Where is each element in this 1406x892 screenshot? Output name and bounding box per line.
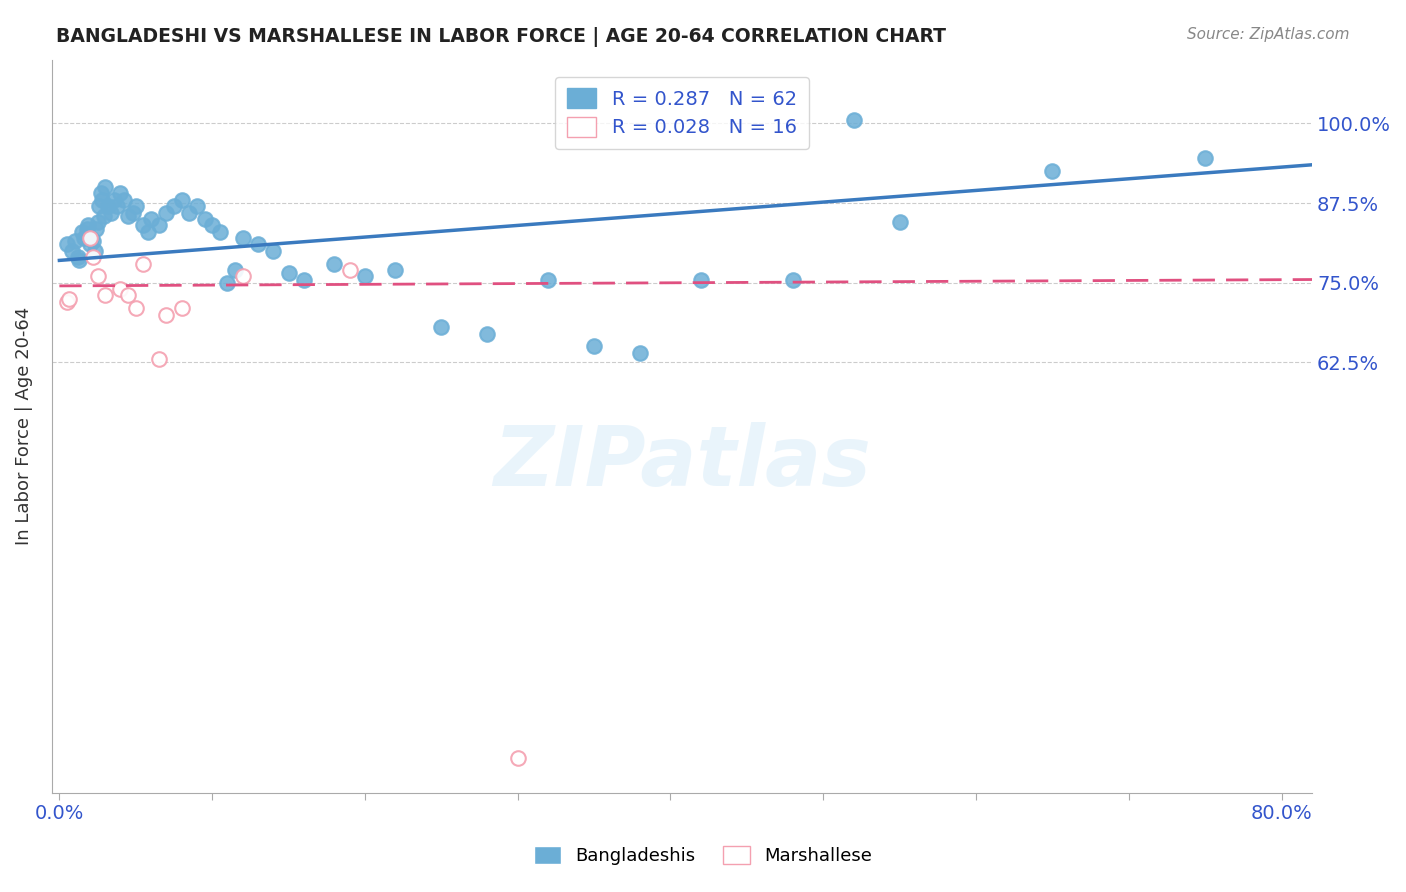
Point <box>97 199 120 213</box>
Point <box>506 750 529 764</box>
Point <box>67 253 90 268</box>
Point <box>628 346 651 360</box>
Point <box>155 308 177 322</box>
Point <box>384 263 406 277</box>
Point <box>121 205 143 219</box>
Point <box>323 256 346 270</box>
Point <box>170 193 193 207</box>
Point <box>82 250 104 264</box>
Point <box>193 211 215 226</box>
Point <box>60 244 83 258</box>
Point <box>155 205 177 219</box>
Y-axis label: In Labor Force | Age 20-64: In Labor Force | Age 20-64 <box>15 307 32 545</box>
Text: Source: ZipAtlas.com: Source: ZipAtlas.com <box>1187 27 1350 42</box>
Point <box>110 186 132 201</box>
Point <box>354 269 377 284</box>
Point <box>217 276 239 290</box>
Point <box>201 219 224 233</box>
Point <box>1042 164 1064 178</box>
Point <box>430 320 453 334</box>
Point <box>148 352 170 367</box>
Point <box>292 272 315 286</box>
Point <box>63 234 86 248</box>
Point <box>107 199 129 213</box>
Point <box>170 301 193 316</box>
Legend: R = 0.287   N = 62, R = 0.028   N = 16: R = 0.287 N = 62, R = 0.028 N = 16 <box>555 77 808 149</box>
Point <box>79 231 101 245</box>
Point <box>246 237 269 252</box>
Point <box>186 199 208 213</box>
Point <box>224 263 246 277</box>
Point <box>91 193 114 207</box>
Point <box>179 205 201 219</box>
Point <box>889 215 911 229</box>
Point <box>87 199 110 213</box>
Point <box>277 266 299 280</box>
Legend: Bangladeshis, Marshallese: Bangladeshis, Marshallese <box>524 837 882 874</box>
Point <box>125 301 148 316</box>
Point <box>1194 152 1216 166</box>
Text: ZIPatlas: ZIPatlas <box>494 422 870 503</box>
Point <box>90 186 112 201</box>
Point <box>86 215 108 229</box>
Point <box>842 113 865 128</box>
Point <box>56 237 79 252</box>
Point <box>100 205 122 219</box>
Point <box>77 219 100 233</box>
Point <box>79 237 101 252</box>
Point <box>148 219 170 233</box>
Point <box>84 221 107 235</box>
Point <box>93 209 115 223</box>
Point <box>117 288 139 302</box>
Text: BANGLADESHI VS MARSHALLESE IN LABOR FORCE | AGE 20-64 CORRELATION CHART: BANGLADESHI VS MARSHALLESE IN LABOR FORC… <box>56 27 946 46</box>
Point <box>86 269 108 284</box>
Point <box>76 221 98 235</box>
Point <box>82 234 104 248</box>
Point <box>537 272 560 286</box>
Point <box>208 225 231 239</box>
Point <box>262 244 284 258</box>
Point <box>782 272 804 286</box>
Point <box>83 244 105 258</box>
Point <box>232 231 254 245</box>
Point <box>339 263 361 277</box>
Point <box>112 193 135 207</box>
Point <box>117 209 139 223</box>
Point <box>80 231 103 245</box>
Point <box>139 211 162 226</box>
Point <box>690 272 713 286</box>
Point <box>132 219 155 233</box>
Point <box>110 282 132 296</box>
Point <box>73 231 96 245</box>
Point <box>66 250 89 264</box>
Point <box>475 326 498 341</box>
Point <box>94 288 117 302</box>
Point <box>125 199 148 213</box>
Point <box>132 256 155 270</box>
Point <box>58 292 80 306</box>
Point <box>583 339 606 353</box>
Point <box>103 193 125 207</box>
Point <box>72 225 94 239</box>
Point <box>163 199 186 213</box>
Point <box>136 225 159 239</box>
Point <box>56 294 79 309</box>
Point <box>232 269 254 284</box>
Point <box>94 180 117 194</box>
